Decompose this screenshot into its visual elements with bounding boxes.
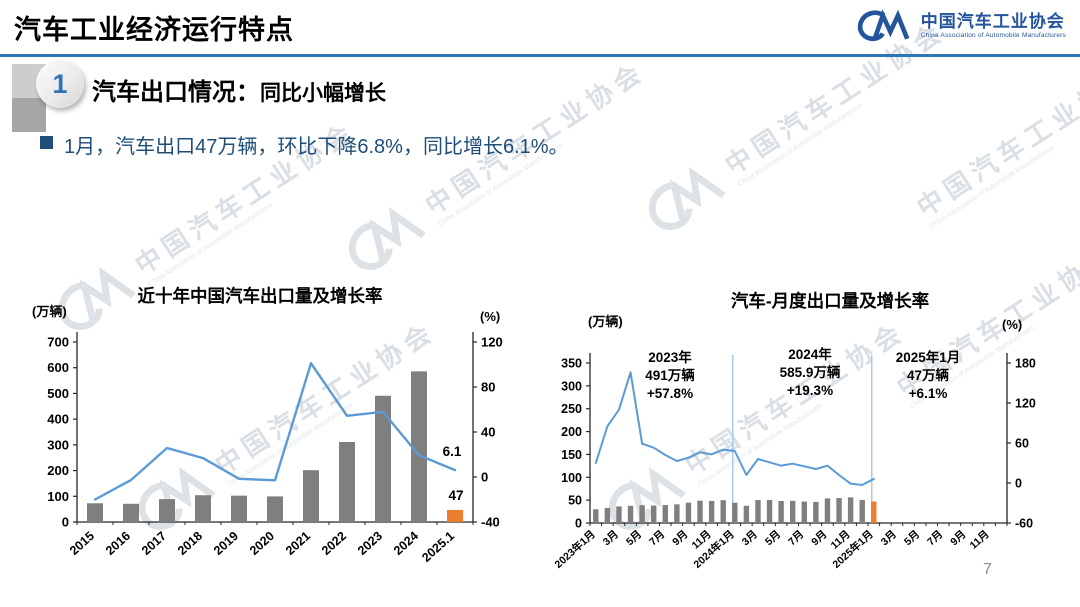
svg-text:3月: 3月 bbox=[601, 528, 621, 548]
cam-logo-icon bbox=[857, 9, 910, 42]
svg-text:6.1: 6.1 bbox=[443, 444, 462, 459]
svg-text:9月: 9月 bbox=[670, 528, 690, 548]
section-title-secondary: 同比小幅增长 bbox=[260, 82, 386, 105]
svg-text:2025.1: 2025.1 bbox=[419, 529, 457, 565]
svg-text:2016: 2016 bbox=[103, 529, 133, 558]
svg-text:2024: 2024 bbox=[391, 529, 421, 558]
svg-text:0: 0 bbox=[1015, 477, 1022, 491]
svg-text:500: 500 bbox=[47, 386, 69, 401]
monthly-chart-right-unit: (%) bbox=[1002, 317, 1023, 332]
svg-text:50: 50 bbox=[568, 494, 582, 508]
cam-logo-watermark-icon bbox=[348, 206, 426, 270]
caam-logo: 中国汽车工业协会 China Association of Automobile… bbox=[855, 8, 1066, 44]
svg-text:5月: 5月 bbox=[902, 528, 922, 548]
svg-text:300: 300 bbox=[561, 379, 582, 393]
svg-text:80: 80 bbox=[481, 380, 495, 395]
watermark-subtext: China Association of Automobile Manufact… bbox=[147, 202, 274, 289]
svg-text:2023: 2023 bbox=[355, 529, 385, 558]
svg-text:2019: 2019 bbox=[211, 529, 241, 558]
svg-text:7月: 7月 bbox=[786, 528, 806, 548]
logo-text-cn: 中国汽车工业协会 bbox=[920, 12, 1065, 32]
annual-chart-title: 近十年中国汽车出口量及增长率 bbox=[137, 286, 383, 306]
key-point: 1月，汽车出口47万辆，环比下降6.8%，同比增长6.1%。 bbox=[40, 130, 569, 159]
cam-logo-watermark-icon bbox=[648, 166, 726, 230]
badge-shadow-square-dark bbox=[12, 98, 46, 132]
svg-text:5月: 5月 bbox=[763, 528, 783, 548]
svg-text:11月: 11月 bbox=[968, 528, 992, 551]
svg-text:9月: 9月 bbox=[809, 528, 829, 548]
svg-text:3月: 3月 bbox=[879, 528, 899, 548]
key-point-text: 1月，汽车出口47万辆，环比下降6.8%，同比增长6.1%。 bbox=[64, 136, 569, 158]
annual-chart-left-unit: (万辆) bbox=[32, 304, 67, 319]
page-title: 汽车工业经济运行特点 bbox=[14, 15, 294, 45]
header-divider bbox=[0, 54, 1080, 57]
bullet-square-icon bbox=[40, 136, 53, 149]
section-title-primary: 汽车出口情况： bbox=[92, 79, 260, 106]
svg-text:-60: -60 bbox=[1015, 517, 1033, 531]
svg-text:200: 200 bbox=[561, 425, 582, 439]
svg-text:2017: 2017 bbox=[139, 529, 169, 558]
svg-text:40: 40 bbox=[481, 425, 495, 440]
svg-text:180: 180 bbox=[1015, 357, 1036, 371]
svg-text:0: 0 bbox=[575, 517, 582, 531]
svg-text:2015: 2015 bbox=[67, 529, 97, 558]
svg-text:60: 60 bbox=[1015, 437, 1029, 451]
section-number-badge: 1 bbox=[36, 60, 84, 108]
section-title: 汽车出口情况：同比小幅增长 bbox=[92, 72, 386, 107]
annotation-2025: 2025年1月 47万辆 +6.1% bbox=[895, 350, 961, 401]
svg-text:2023年1月: 2023年1月 bbox=[552, 528, 598, 571]
svg-text:0: 0 bbox=[62, 515, 69, 530]
svg-text:150: 150 bbox=[561, 448, 582, 462]
svg-text:9月: 9月 bbox=[948, 528, 968, 548]
annotation-2024: 2024年 585.9万辆 +19.3% bbox=[779, 347, 841, 398]
watermark-subtext: China Association of Automobile Manufact… bbox=[928, 144, 1056, 231]
svg-text:700: 700 bbox=[47, 335, 69, 350]
watermark-text: 中国汽车工业协会 bbox=[911, 58, 1080, 223]
svg-text:2020: 2020 bbox=[247, 529, 277, 558]
svg-text:100: 100 bbox=[47, 489, 69, 504]
svg-text:5月: 5月 bbox=[624, 528, 644, 548]
svg-text:0: 0 bbox=[481, 470, 488, 485]
monthly-chart-title: 汽车-月度出口量及增长率 bbox=[730, 291, 930, 311]
svg-text:120: 120 bbox=[481, 335, 503, 350]
svg-text:7月: 7月 bbox=[647, 528, 667, 548]
svg-text:120: 120 bbox=[1015, 397, 1036, 411]
svg-text:7月: 7月 bbox=[925, 528, 945, 548]
svg-text:200: 200 bbox=[47, 463, 69, 478]
logo-text-en: China Association of Automobile Manufact… bbox=[920, 31, 1066, 39]
page-number: 7 bbox=[983, 561, 992, 578]
annual-chart-right-unit: (%) bbox=[480, 309, 501, 324]
annotation-2023: 2023年 491万辆 +57.8% bbox=[645, 350, 695, 401]
svg-text:350: 350 bbox=[561, 357, 582, 371]
svg-text:3月: 3月 bbox=[740, 528, 760, 548]
watermark-subtext: China Association of Automobile Manufact… bbox=[737, 102, 864, 189]
svg-text:2018: 2018 bbox=[175, 529, 205, 558]
svg-text:100: 100 bbox=[561, 471, 582, 485]
svg-text:47: 47 bbox=[448, 488, 463, 503]
svg-text:250: 250 bbox=[561, 402, 582, 416]
svg-text:2022: 2022 bbox=[319, 529, 349, 558]
watermark: 中国汽车工业协会 China Association of Automobile… bbox=[909, 54, 1080, 230]
svg-text:300: 300 bbox=[47, 437, 69, 452]
svg-text:2021: 2021 bbox=[283, 529, 313, 558]
svg-text:600: 600 bbox=[47, 360, 69, 375]
svg-text:-40: -40 bbox=[481, 515, 500, 530]
monthly-chart-left-unit: (万辆) bbox=[588, 314, 623, 329]
svg-text:400: 400 bbox=[47, 412, 69, 427]
